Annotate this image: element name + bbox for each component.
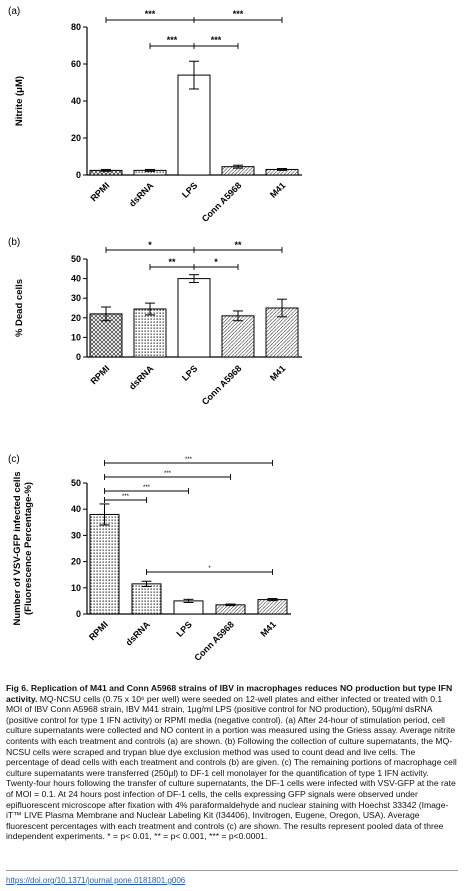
significance-label: *** bbox=[143, 485, 151, 491]
y-tick-label: 80 bbox=[71, 22, 81, 32]
category-label: RPMI bbox=[88, 363, 111, 386]
category-label: LPS bbox=[180, 363, 199, 382]
bar bbox=[89, 513, 120, 615]
significance-label: *** bbox=[185, 457, 193, 463]
panel-label: (c) bbox=[8, 454, 20, 465]
y-tick-label: 20 bbox=[71, 557, 81, 567]
significance-label: * bbox=[214, 257, 218, 267]
category-label: Conn A5968 bbox=[200, 363, 244, 407]
category-label: dsRNA bbox=[124, 619, 153, 648]
y-axis-label-line1: Number of VSV-GFP infected cells bbox=[12, 472, 23, 626]
y-tick-label: 10 bbox=[71, 583, 81, 593]
y-tick-label: 40 bbox=[71, 504, 81, 514]
caption-text: MQ-NCSU cells (0.75 x 10⁶ per well) were… bbox=[6, 693, 457, 842]
bar bbox=[221, 315, 255, 358]
bar bbox=[177, 278, 211, 358]
category-label: M41 bbox=[268, 180, 287, 199]
bar bbox=[131, 583, 162, 615]
y-axis-label: % Dead cells bbox=[14, 279, 25, 337]
significance-label: * bbox=[208, 566, 211, 572]
y-axis-label: Nitrite (μM) bbox=[14, 76, 25, 126]
significance-label: ** bbox=[168, 257, 176, 267]
significance-label: *** bbox=[164, 471, 172, 477]
y-tick-label: 50 bbox=[71, 254, 81, 264]
y-tick-label: 20 bbox=[71, 313, 81, 323]
figure-caption: Fig 6. Replication of M41 and Conn A5968… bbox=[6, 683, 458, 842]
category-label: dsRNA bbox=[127, 363, 156, 392]
y-tick-label: 40 bbox=[71, 274, 81, 284]
significance-label: *** bbox=[167, 35, 178, 45]
y-tick-label: 20 bbox=[71, 133, 81, 143]
y-tick-label: 30 bbox=[71, 293, 81, 303]
bar bbox=[215, 604, 246, 615]
significance-label: ** bbox=[234, 240, 242, 250]
significance-label: * bbox=[148, 240, 152, 250]
y-tick-label: 0 bbox=[76, 170, 81, 180]
category-label: LPS bbox=[174, 619, 193, 638]
caption-title: Fig 6. Replication of M41 and Conn A5968… bbox=[6, 683, 453, 704]
significance-label: *** bbox=[211, 35, 222, 45]
category-label: RPMI bbox=[88, 180, 111, 203]
caption-divider bbox=[6, 870, 458, 871]
panel-c: (c) 0 10 20 30 40 50 Number of VSV-GFP infected… bbox=[8, 454, 291, 660]
bar bbox=[257, 599, 288, 615]
bar bbox=[177, 74, 211, 176]
category-label: RPMI bbox=[87, 619, 110, 642]
doi-link[interactable]: https://doi.org/10.1371/journal.pone.018… bbox=[6, 876, 186, 885]
category-label: M41 bbox=[258, 619, 277, 638]
y-tick-label: 10 bbox=[71, 332, 81, 342]
significance-label: *** bbox=[145, 9, 156, 19]
y-tick-label: 40 bbox=[71, 96, 81, 106]
y-tick-label: 60 bbox=[71, 59, 81, 69]
y-tick-label: 0 bbox=[76, 609, 81, 619]
y-axis-label-line2: (Fluorescence Percentage-%) bbox=[23, 482, 34, 615]
category-label: LPS bbox=[180, 180, 199, 199]
panel-a: (a) 0 20 40 60 80 Nitrite (μM) RPMI dsRNA LPS Conn… bbox=[8, 6, 302, 224]
bar bbox=[133, 308, 167, 358]
panel-label: (a) bbox=[8, 6, 20, 17]
category-label: dsRNA bbox=[127, 180, 156, 209]
y-tick-label: 50 bbox=[71, 478, 81, 488]
category-label: M41 bbox=[268, 363, 287, 382]
category-label: Conn A5968 bbox=[192, 619, 236, 660]
category-label: Conn A5968 bbox=[200, 180, 244, 224]
panel-b: (b) 0 10 20 30 40 50 % Dead cells RPMI dsRNA LPS Co… bbox=[8, 237, 302, 407]
panel-label: (b) bbox=[8, 237, 20, 248]
significance-label: *** bbox=[122, 494, 130, 500]
y-tick-label: 0 bbox=[76, 352, 81, 362]
y-tick-label: 30 bbox=[71, 530, 81, 540]
significance-label: *** bbox=[233, 9, 244, 19]
